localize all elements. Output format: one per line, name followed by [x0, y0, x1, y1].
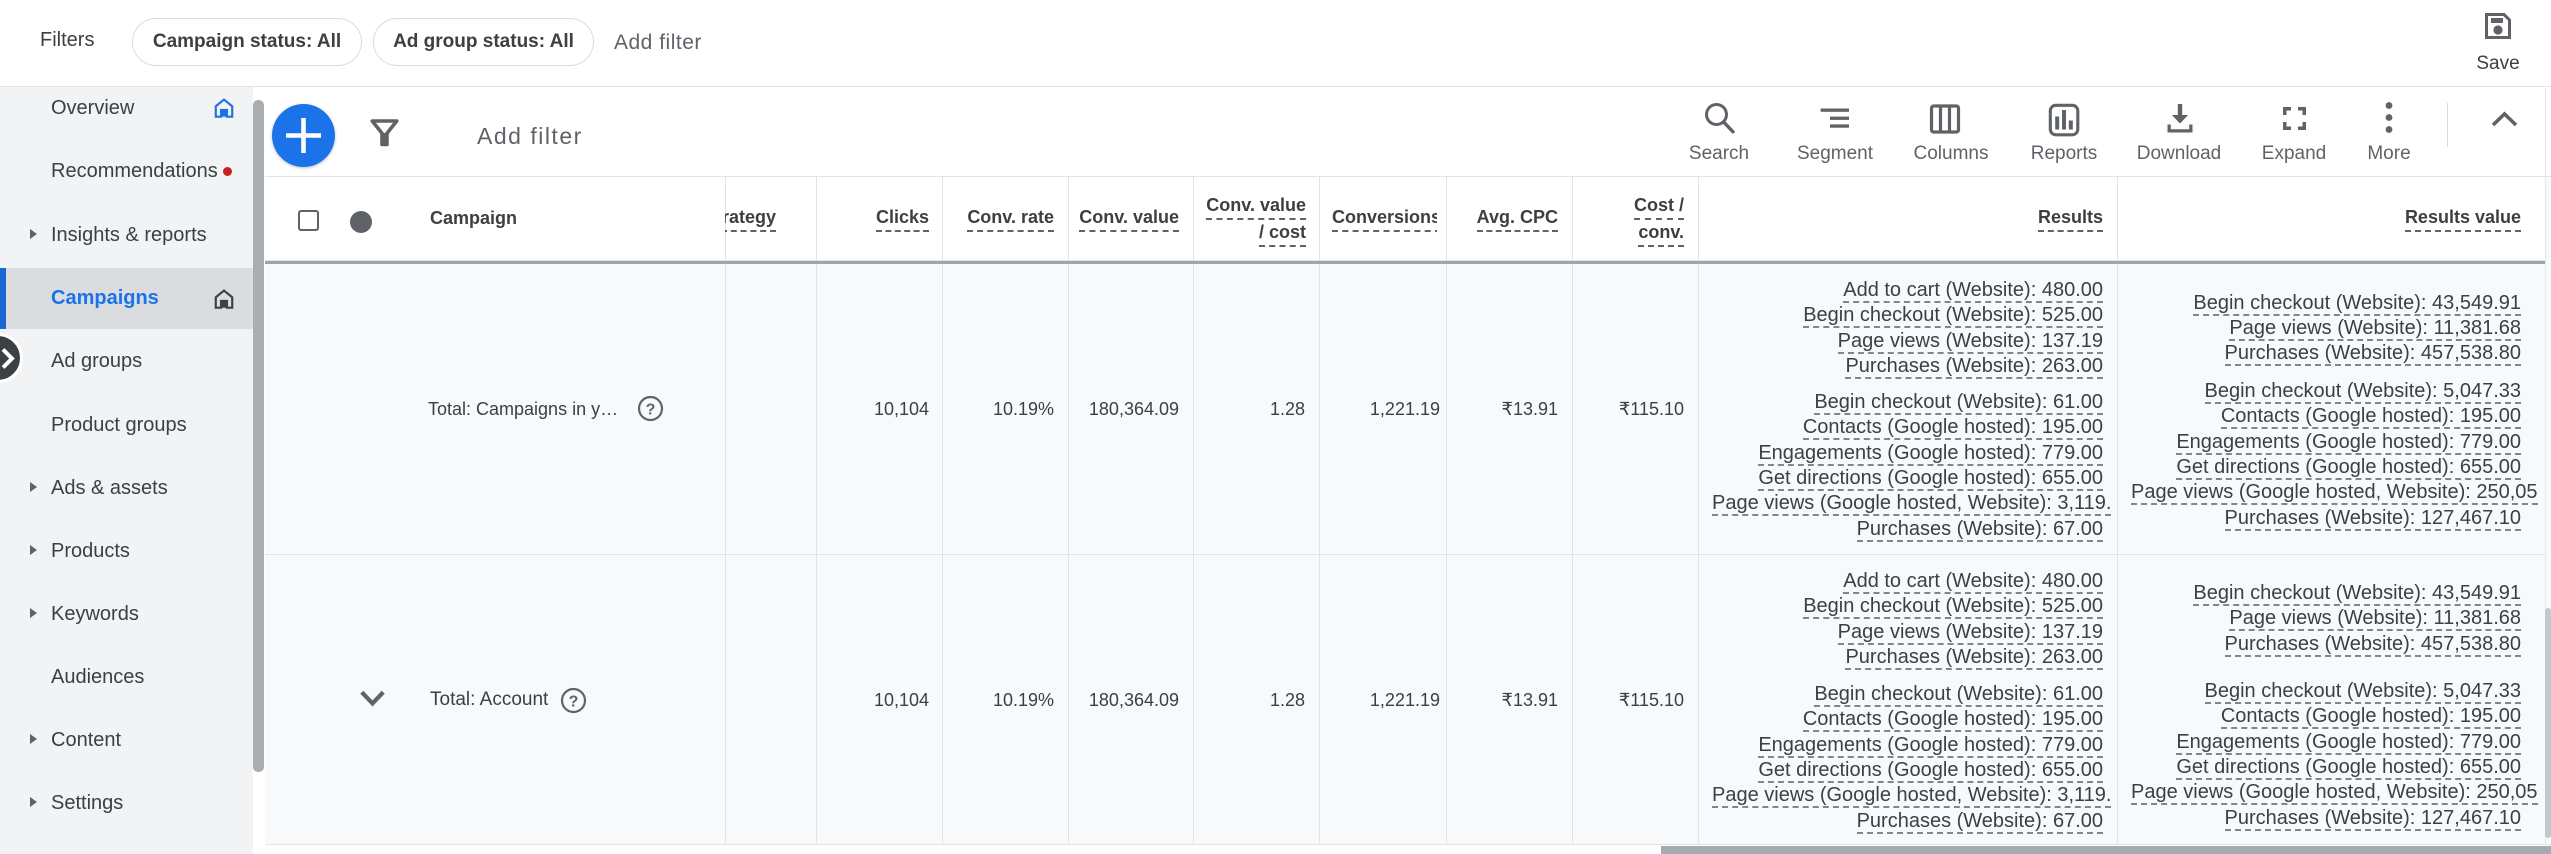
svg-text:?: ? [646, 402, 656, 419]
svg-text:?: ? [569, 694, 579, 711]
